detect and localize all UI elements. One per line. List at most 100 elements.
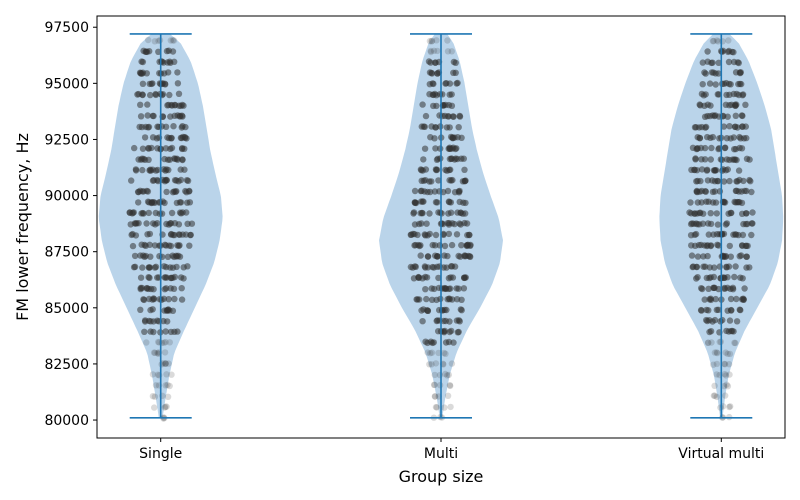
data-point xyxy=(445,230,453,238)
data-point xyxy=(143,339,150,346)
data-point xyxy=(407,231,414,238)
data-point xyxy=(162,360,169,367)
data-point xyxy=(722,101,730,109)
data-point xyxy=(152,91,160,99)
data-point xyxy=(431,393,439,400)
data-point xyxy=(690,263,697,270)
data-point xyxy=(178,145,186,153)
data-point xyxy=(166,339,173,346)
y-axis-label: FM lower frequency, Hz xyxy=(13,133,32,321)
data-point xyxy=(434,253,441,260)
data-point xyxy=(726,371,733,378)
data-point xyxy=(710,392,718,399)
data-point xyxy=(710,361,717,368)
data-point xyxy=(154,166,161,174)
data-point xyxy=(729,286,737,293)
data-point xyxy=(423,295,430,303)
data-point xyxy=(428,349,436,356)
data-point xyxy=(743,134,750,142)
data-point xyxy=(432,403,440,411)
data-point xyxy=(177,166,184,173)
data-point xyxy=(746,156,753,163)
data-point xyxy=(732,112,739,120)
data-point xyxy=(141,328,148,335)
data-point xyxy=(727,253,734,260)
data-point xyxy=(721,144,729,152)
data-point xyxy=(724,48,732,56)
data-point xyxy=(453,231,461,238)
data-point xyxy=(442,317,449,325)
data-point xyxy=(446,166,453,174)
data-point xyxy=(167,145,174,153)
data-point xyxy=(725,361,733,368)
data-point xyxy=(447,274,454,281)
data-point xyxy=(734,59,741,66)
data-point xyxy=(456,318,463,325)
data-point xyxy=(440,231,447,238)
data-point xyxy=(712,167,719,174)
data-point xyxy=(146,241,153,248)
data-point xyxy=(139,264,146,271)
data-point xyxy=(462,199,469,207)
data-point xyxy=(463,220,471,227)
data-point xyxy=(435,177,442,184)
data-point xyxy=(183,177,191,184)
data-point xyxy=(155,338,162,346)
data-point xyxy=(448,155,455,162)
data-point xyxy=(415,241,422,249)
data-point xyxy=(716,188,724,195)
data-point xyxy=(446,177,453,184)
data-point xyxy=(430,47,438,54)
data-point xyxy=(417,252,424,259)
points-1 xyxy=(126,36,196,422)
data-point xyxy=(162,360,169,367)
data-point xyxy=(168,371,175,378)
data-point xyxy=(156,253,163,260)
data-point xyxy=(132,220,139,227)
data-point xyxy=(461,166,468,173)
data-point xyxy=(707,156,714,163)
data-point xyxy=(720,123,728,130)
data-point xyxy=(175,102,183,109)
data-point xyxy=(722,167,730,174)
data-point xyxy=(710,37,717,45)
data-point xyxy=(137,306,144,313)
data-point xyxy=(717,404,724,411)
data-point xyxy=(749,209,756,216)
data-point xyxy=(145,156,152,163)
data-point xyxy=(686,209,693,216)
data-point xyxy=(147,166,154,173)
data-point xyxy=(156,242,163,249)
data-point xyxy=(162,382,169,389)
data-point xyxy=(706,328,713,336)
data-point xyxy=(691,124,699,131)
data-point xyxy=(173,263,180,271)
data-point xyxy=(420,198,427,205)
data-point xyxy=(164,134,171,141)
data-point xyxy=(688,166,695,174)
data-point xyxy=(165,296,172,303)
data-point xyxy=(149,371,157,378)
data-point xyxy=(174,80,182,87)
violin-group-1 xyxy=(98,33,223,422)
data-point xyxy=(147,318,154,325)
data-point xyxy=(144,112,151,119)
data-point xyxy=(448,48,455,55)
data-point xyxy=(712,295,719,303)
data-point xyxy=(740,220,747,228)
data-point xyxy=(423,220,430,227)
data-point xyxy=(707,134,714,141)
data-point xyxy=(748,188,755,196)
data-point xyxy=(155,48,162,55)
data-point xyxy=(725,58,733,66)
data-point xyxy=(448,327,455,335)
data-point xyxy=(731,123,739,131)
data-point xyxy=(420,177,427,184)
data-point xyxy=(692,155,699,162)
data-point xyxy=(167,231,175,238)
data-point xyxy=(411,199,419,206)
data-point xyxy=(132,167,140,174)
plot-area xyxy=(98,33,784,422)
data-point xyxy=(711,178,719,185)
data-point xyxy=(177,176,185,184)
